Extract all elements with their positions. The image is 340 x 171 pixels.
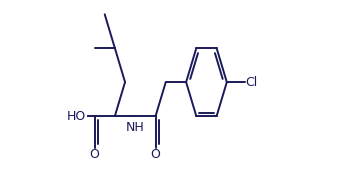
- Text: Cl: Cl: [245, 76, 258, 89]
- Text: O: O: [151, 148, 160, 161]
- Text: NH: NH: [126, 121, 144, 134]
- Text: HO: HO: [67, 110, 86, 123]
- Text: O: O: [89, 148, 100, 161]
